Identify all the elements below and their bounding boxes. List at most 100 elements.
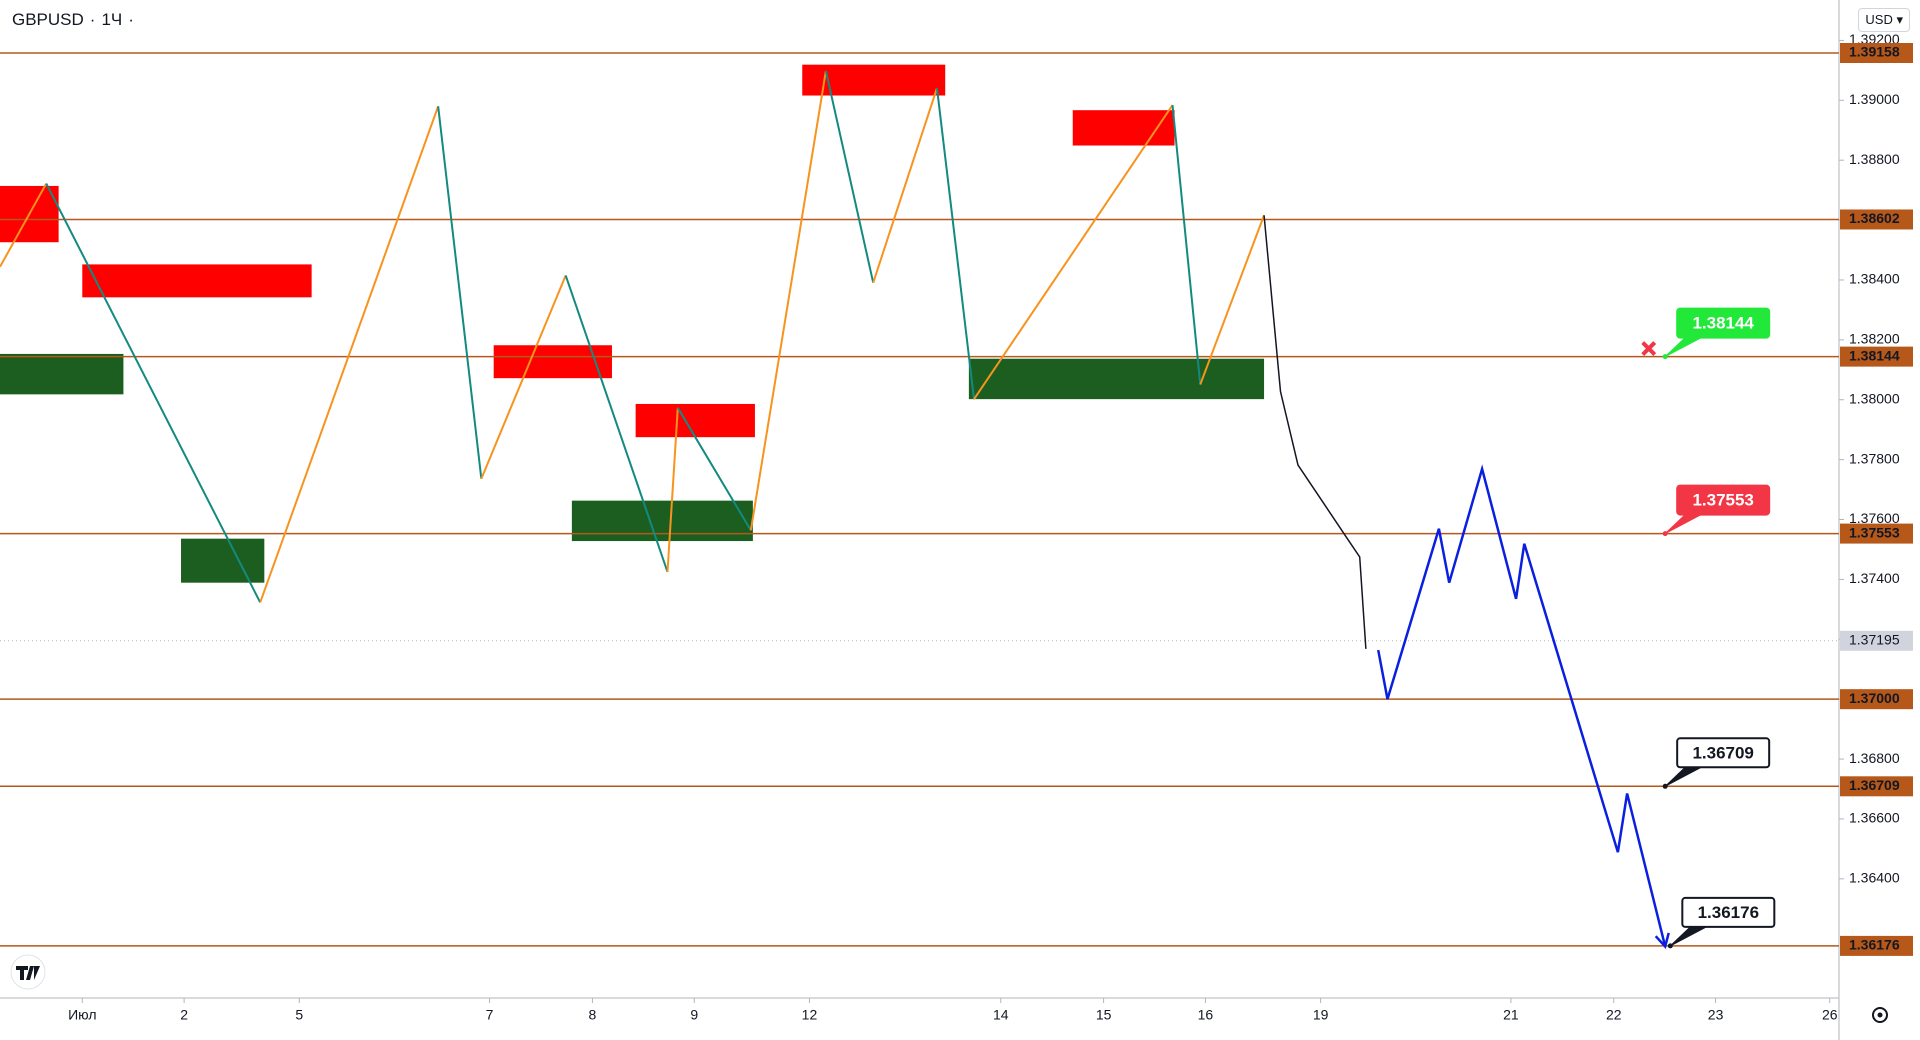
callout-box bbox=[1676, 484, 1771, 516]
projection-arrowhead bbox=[1654, 932, 1670, 950]
x-tick-label: 2 bbox=[180, 1007, 188, 1023]
level-label: 1.38144 bbox=[1849, 347, 1900, 363]
settings-icon[interactable] bbox=[1872, 1007, 1888, 1023]
y-tick-label: 1.38200 bbox=[1849, 331, 1900, 347]
swing-up bbox=[749, 70, 827, 531]
zone bbox=[635, 403, 755, 438]
callout-label: 1.36709 bbox=[1692, 743, 1753, 762]
swing-up bbox=[0, 183, 48, 268]
header: GBPUSD · 1Ч · bbox=[12, 10, 140, 30]
last-price-label: 1.37195 bbox=[1849, 631, 1900, 647]
x-tick-label: 14 bbox=[993, 1007, 1009, 1023]
callout-anchor bbox=[1667, 943, 1673, 949]
swing-down bbox=[676, 407, 752, 531]
price-path bbox=[1263, 215, 1367, 649]
level-tag bbox=[1840, 689, 1913, 710]
swing-up bbox=[480, 275, 567, 480]
callout-leader bbox=[1664, 337, 1702, 358]
tv-logo bbox=[10, 954, 46, 990]
x-tick-label: 21 bbox=[1503, 1007, 1519, 1023]
swing-up bbox=[872, 87, 938, 283]
zone bbox=[1072, 110, 1175, 146]
x-tick-label: Июл bbox=[68, 1007, 96, 1023]
zone bbox=[181, 538, 265, 583]
callout-anchor bbox=[1662, 783, 1668, 789]
separator: · bbox=[128, 10, 134, 29]
callout-leader bbox=[1669, 926, 1707, 947]
projection-path bbox=[1376, 464, 1667, 947]
y-tick-label: 1.38800 bbox=[1849, 151, 1900, 167]
y-tick-label: 1.36600 bbox=[1849, 810, 1900, 826]
y-tick-label: 1.37600 bbox=[1849, 510, 1900, 526]
y-tick-label: 1.36800 bbox=[1849, 750, 1900, 766]
currency: USD bbox=[1865, 12, 1893, 27]
plot-area: 1.38144 1.37553 1.36709 1.36176 bbox=[0, 52, 1839, 950]
interval[interactable]: 1Ч bbox=[101, 10, 123, 29]
swing-down bbox=[824, 70, 875, 283]
swing-down bbox=[1171, 105, 1202, 385]
price-axis-bg bbox=[1839, 0, 1920, 1040]
level-tag bbox=[1840, 346, 1913, 367]
swing-down bbox=[935, 87, 976, 400]
level-tag bbox=[1840, 209, 1913, 230]
x-tick-label: 9 bbox=[690, 1007, 698, 1023]
symbol[interactable]: GBPUSD bbox=[12, 10, 84, 29]
swing-up bbox=[1199, 214, 1265, 385]
level-tag bbox=[1840, 776, 1913, 797]
callout-box bbox=[1676, 737, 1771, 769]
level-tag bbox=[1840, 42, 1913, 63]
level-label: 1.36176 bbox=[1849, 937, 1900, 953]
y-tick-label: 1.37800 bbox=[1849, 450, 1900, 466]
y-tick-label: 1.38400 bbox=[1849, 271, 1900, 287]
level-label: 1.36709 bbox=[1849, 777, 1900, 793]
last-price-tag bbox=[1840, 630, 1913, 651]
level-tag bbox=[1840, 523, 1913, 544]
y-tick-label: 1.36400 bbox=[1849, 870, 1900, 886]
callout-label: 1.36176 bbox=[1698, 903, 1759, 922]
level-tag bbox=[1840, 935, 1913, 956]
y-tick-label: 1.38000 bbox=[1849, 390, 1900, 406]
x-tick-label: 19 bbox=[1313, 1007, 1329, 1023]
swing-down bbox=[564, 275, 669, 573]
cross-marker bbox=[1641, 341, 1657, 356]
swing-down bbox=[437, 106, 483, 479]
y-tick-label: 1.39000 bbox=[1849, 91, 1900, 107]
level-label: 1.38602 bbox=[1849, 210, 1900, 226]
currency-select[interactable]: USD ▾ bbox=[1858, 8, 1910, 32]
callout-box bbox=[1681, 896, 1776, 928]
callout-anchor bbox=[1662, 354, 1668, 360]
level-label: 1.37000 bbox=[1849, 690, 1900, 706]
x-tick-label: 26 bbox=[1822, 1007, 1838, 1023]
axes: 1.392001.390001.388001.386001.384001.382… bbox=[68, 31, 1913, 1023]
zone bbox=[493, 345, 612, 379]
callout-label: 1.38144 bbox=[1692, 314, 1754, 333]
x-tick-label: 7 bbox=[486, 1007, 494, 1023]
zone bbox=[571, 500, 753, 542]
swing-down bbox=[45, 183, 262, 603]
callout-box bbox=[1676, 307, 1771, 339]
x-tick-label: 22 bbox=[1606, 1007, 1622, 1023]
separator: · bbox=[89, 10, 96, 29]
zone bbox=[82, 264, 312, 298]
zone bbox=[0, 353, 124, 395]
x-tick-label: 5 bbox=[295, 1007, 303, 1023]
swing-up bbox=[666, 407, 679, 572]
level-label: 1.37553 bbox=[1849, 524, 1900, 540]
level-label: 1.39158 bbox=[1849, 44, 1900, 60]
zone bbox=[802, 64, 946, 96]
swing-up bbox=[259, 105, 440, 603]
callout-leader bbox=[1664, 514, 1702, 535]
x-tick-label: 16 bbox=[1198, 1007, 1214, 1023]
callout-leader bbox=[1664, 766, 1702, 787]
x-tick-label: 15 bbox=[1096, 1007, 1112, 1023]
x-tick-label: 23 bbox=[1708, 1007, 1724, 1023]
callout-anchor bbox=[1662, 531, 1668, 537]
swing-up bbox=[973, 104, 1174, 400]
zone bbox=[968, 358, 1265, 400]
callout-label: 1.37553 bbox=[1692, 491, 1753, 510]
x-tick-label: 12 bbox=[802, 1007, 818, 1023]
x-tick-label: 8 bbox=[589, 1007, 597, 1023]
y-tick-label: 1.37400 bbox=[1849, 570, 1900, 586]
